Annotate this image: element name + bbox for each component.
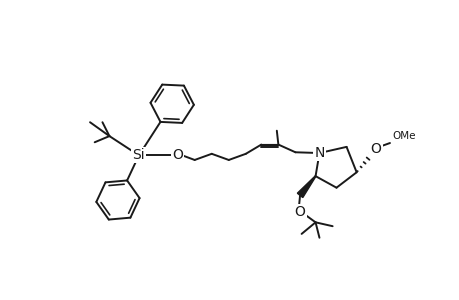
Text: O: O [172, 148, 183, 162]
Polygon shape [297, 176, 315, 198]
Text: O: O [370, 142, 381, 156]
Text: N: N [313, 146, 324, 160]
Text: O: O [294, 205, 305, 219]
Text: Si: Si [132, 148, 145, 162]
Text: OMe: OMe [392, 131, 415, 142]
